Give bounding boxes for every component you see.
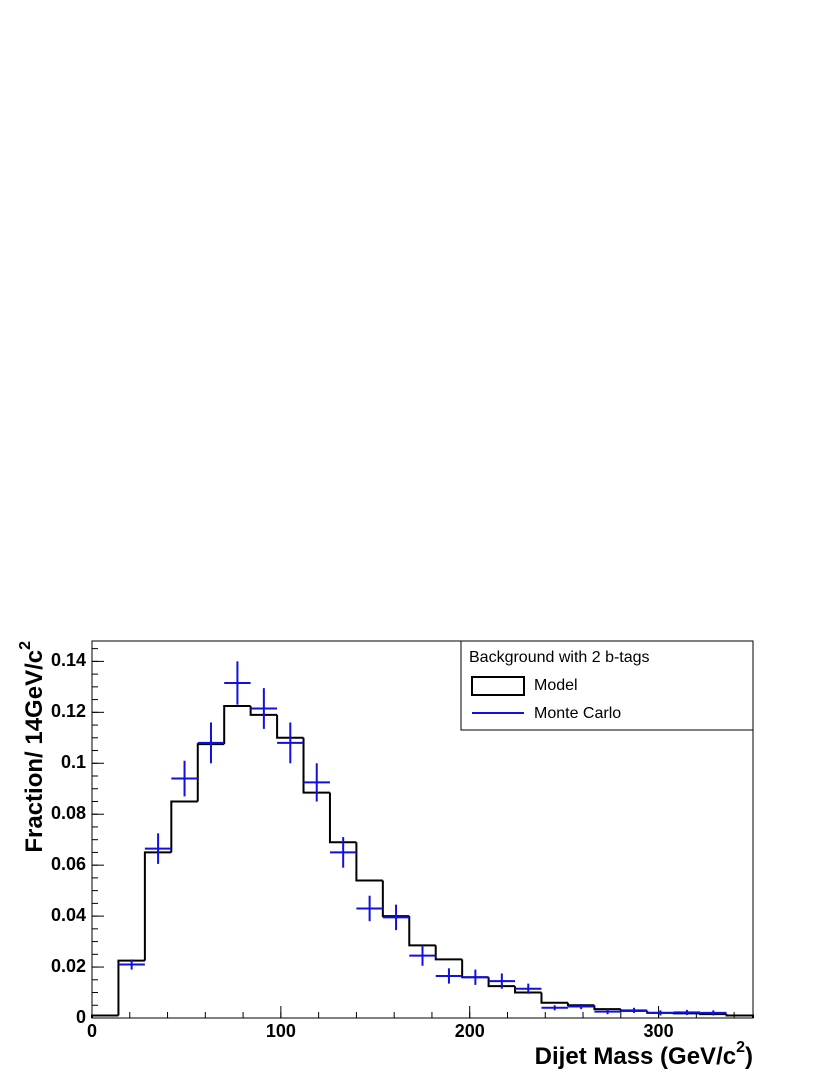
y-tick-label: 0.1 <box>61 752 86 772</box>
model-bin <box>355 842 383 882</box>
model-bin <box>276 714 304 739</box>
x-label-end: ) <box>745 1043 753 1070</box>
mc-point <box>197 722 225 764</box>
y-tick-label: 0.06 <box>51 854 86 874</box>
frame <box>91 640 754 1019</box>
model-bin <box>381 880 410 918</box>
mc-point <box>171 760 198 797</box>
x-tick-label: 200 <box>455 1021 485 1041</box>
y-label-text: Fraction/ 14GeV/c <box>21 650 48 853</box>
y-label-sup: 2 <box>17 641 34 650</box>
model-bin <box>725 1014 754 1018</box>
model-bin <box>91 1014 119 1018</box>
legend-title: Background with 2 b-tags <box>469 649 650 666</box>
mc-point <box>620 1007 648 1013</box>
model-bin <box>434 945 463 961</box>
mc-point <box>224 661 251 705</box>
mc-point <box>567 1003 595 1010</box>
legend: Background with 2 b-tags Model Monte Car… <box>460 640 754 731</box>
model-bin <box>302 737 330 794</box>
model-bin <box>170 800 198 853</box>
model-bin <box>593 1005 621 1011</box>
x-label-sup: 2 <box>736 1039 745 1056</box>
mc-point <box>673 1009 701 1015</box>
legend-box <box>460 640 754 731</box>
model-bin <box>408 916 436 947</box>
y-tick-label: 0.04 <box>51 905 86 925</box>
model-bin <box>223 704 251 745</box>
mc-point <box>435 968 463 984</box>
legend-label: Model <box>534 677 578 694</box>
x-tick-label: 100 <box>266 1021 296 1041</box>
legend-swatch <box>471 676 525 696</box>
y-tick-label: 0.08 <box>51 803 86 823</box>
model-bin <box>117 959 145 1016</box>
x-label-text: Dijet Mass (GeV/c <box>535 1043 736 1070</box>
mc-point <box>144 833 172 864</box>
mc-point <box>409 945 436 966</box>
y-tick-label: 0 <box>76 1007 86 1027</box>
mc-point <box>462 969 489 985</box>
y-tick-label: 0.14 <box>51 650 86 670</box>
model-bin <box>328 792 357 844</box>
mc-point <box>303 763 330 802</box>
y-axis-label: Fraction/ 14GeV/c2 <box>17 641 48 853</box>
x-tick-label: 300 <box>644 1021 674 1041</box>
mc-point <box>118 959 145 970</box>
model-bin <box>196 743 225 802</box>
mc-point <box>329 837 357 868</box>
model-bin <box>540 992 568 1004</box>
mc-point <box>541 1005 568 1011</box>
y-tick-label: 0.02 <box>51 956 86 976</box>
legend-label: Monte Carlo <box>534 705 621 722</box>
mc-point <box>382 904 410 931</box>
mc-point <box>515 983 542 994</box>
mc-point <box>356 895 383 922</box>
mc-point <box>700 1010 727 1016</box>
model-bin <box>143 851 172 961</box>
model-bin <box>566 1002 595 1007</box>
mc-point <box>594 1009 621 1015</box>
mc-point <box>647 1010 674 1016</box>
x-axis-label: Dijet Mass (GeV/c2) <box>535 1039 753 1070</box>
mc-point <box>250 688 278 729</box>
x-tick-label: 0 <box>87 1021 97 1041</box>
mc-point <box>277 722 304 764</box>
y-tick-label: 0.12 <box>51 701 86 721</box>
mc-point <box>488 973 516 989</box>
